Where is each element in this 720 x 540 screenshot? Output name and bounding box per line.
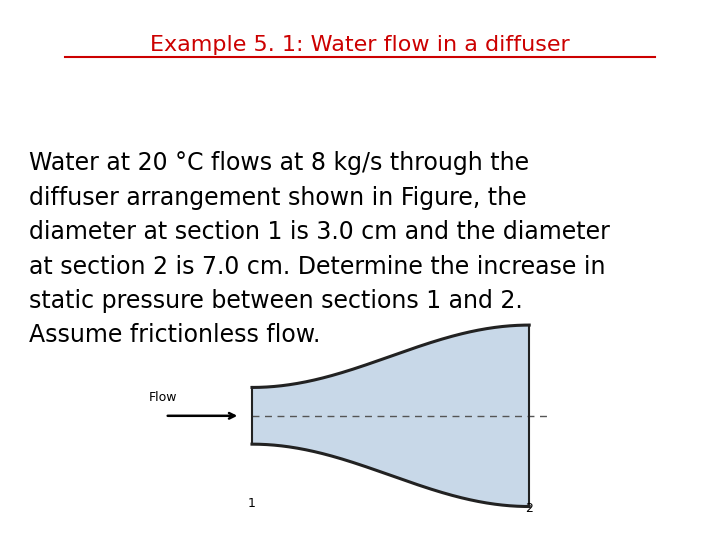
Text: 1: 1 [248,497,256,510]
Text: Example 5. 1: Water flow in a diffuser: Example 5. 1: Water flow in a diffuser [150,35,570,55]
Text: Water at 20 °C flows at 8 kg/s through the
diffuser arrangement shown in Figure,: Water at 20 °C flows at 8 kg/s through t… [29,151,610,347]
Polygon shape [252,325,529,507]
Text: 2: 2 [526,502,533,515]
Text: Flow: Flow [149,392,178,404]
